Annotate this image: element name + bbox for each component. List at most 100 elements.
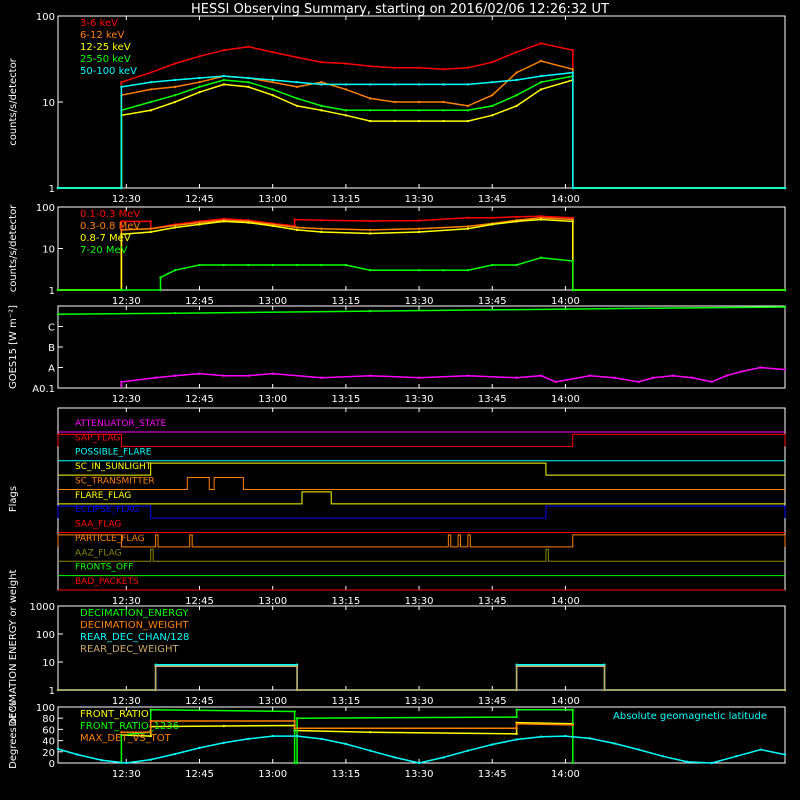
series-point [56, 313, 60, 316]
series-point [198, 80, 201, 84]
series-point [571, 216, 574, 219]
series-point [466, 83, 470, 86]
x-tick-label: 13:45 [478, 769, 507, 780]
y-axis-label: Flags [8, 486, 19, 512]
flag-label: PARTICLE_FLAG [75, 534, 145, 544]
series-point [393, 756, 396, 759]
series-point [393, 119, 396, 123]
x-tick-label: 13:15 [331, 769, 360, 780]
flag-label: FLARE_FLAG [75, 491, 131, 501]
series-point [491, 80, 494, 84]
series-point [515, 727, 518, 730]
series-point [247, 85, 250, 89]
series-point [120, 233, 123, 236]
series-point [198, 76, 201, 80]
series-point [173, 100, 177, 104]
series-point [539, 74, 543, 78]
series-point [100, 759, 104, 762]
series-point [417, 268, 421, 272]
series-point [759, 748, 762, 751]
y-tick-label: 20 [42, 748, 55, 759]
x-tick-label: 13:15 [331, 296, 360, 307]
legend-entry: 6-12 keV [80, 30, 124, 41]
series-point [613, 742, 616, 745]
series-point [571, 708, 574, 711]
series-point [710, 761, 714, 765]
series-point [466, 216, 470, 219]
y-tick-label: 1 [49, 286, 55, 297]
series-point [515, 376, 518, 379]
series-point [125, 761, 128, 765]
series-point [173, 224, 177, 227]
series-point [369, 268, 372, 272]
series-point [159, 288, 162, 292]
series-line [58, 217, 785, 291]
legend-entry: 3-6 keV [80, 18, 118, 29]
y-axis-label: counts/s/detector [8, 57, 19, 145]
series-point [198, 746, 201, 750]
series-point [247, 80, 250, 84]
series-point [515, 732, 518, 736]
series-point [571, 259, 574, 263]
series-point [637, 380, 640, 384]
legend-entry: 25-50 keV [80, 54, 131, 65]
series-point [344, 114, 348, 117]
series-point [515, 93, 518, 97]
series-point [222, 724, 226, 728]
series-point [783, 368, 787, 371]
flag-label: BAD_PACKETS [75, 577, 139, 587]
x-tick-label: 14:00 [551, 596, 580, 607]
series-point [271, 263, 274, 267]
legend-entry: DECIMATION_ENERGY [80, 608, 189, 619]
series-point [491, 223, 494, 226]
series-point [271, 372, 274, 375]
y-tick-label: 60 [42, 725, 55, 736]
series-point [295, 97, 299, 100]
series-point [154, 376, 157, 379]
series-point [417, 109, 421, 112]
flag-line [58, 491, 785, 505]
series-line [57, 306, 786, 315]
y-tick-label: 1 [49, 184, 55, 195]
series-point [571, 288, 574, 292]
series-line [58, 78, 785, 189]
series-point [149, 708, 152, 711]
series-point [149, 227, 152, 230]
series-point [603, 665, 606, 668]
series-point [222, 74, 226, 78]
series-point [198, 372, 201, 375]
series-line [120, 366, 786, 386]
series-line [121, 721, 573, 737]
series-point [159, 276, 162, 279]
series-point [120, 731, 123, 734]
legend-entry: FRONT_RATIO_1236 [80, 721, 179, 732]
x-tick-label: 12:30 [112, 696, 141, 707]
series-point [710, 380, 714, 384]
series-point [369, 219, 372, 223]
series-point [539, 374, 543, 377]
series-point [173, 93, 177, 97]
series-point [554, 380, 557, 384]
y-tick-label: 10 [42, 98, 55, 109]
series-point [515, 263, 518, 267]
series-point [173, 268, 177, 272]
legend-entry: FRONT_RATIO [80, 709, 149, 720]
series-point [271, 50, 274, 54]
series-point [120, 220, 123, 223]
series-point [564, 307, 567, 311]
series-point [539, 218, 543, 221]
flag-line [57, 534, 786, 548]
series-point [295, 665, 299, 668]
legend-entry: 7-20 MeV [80, 245, 128, 256]
series-point [149, 230, 152, 234]
series-point [120, 288, 123, 292]
series-point [247, 263, 250, 267]
series-point [149, 80, 152, 84]
series-point [149, 734, 152, 738]
series-point [442, 109, 445, 112]
series-point [293, 761, 296, 765]
series-point [247, 737, 250, 741]
series-point [515, 50, 518, 54]
series-point [417, 100, 421, 104]
series-point [571, 68, 574, 71]
